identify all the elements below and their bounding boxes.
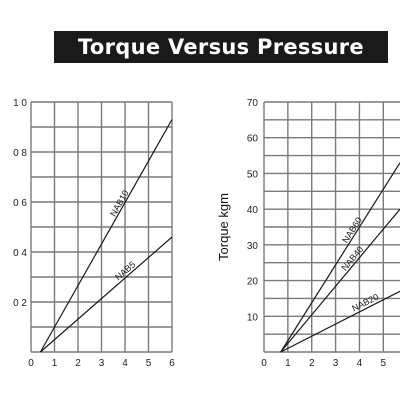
x-tick-label: 0 [28,358,34,369]
y-tick-label: 0 4 [13,248,27,259]
series-line-nab60 [280,162,400,353]
y-tick-label: 50 [247,169,259,180]
chart-title: Torque Versus Pressure [54,31,388,63]
x-tick-label: 0 [261,358,267,369]
series-label-nab20: NAB20 [350,292,380,314]
x-tick-label: 2 [75,358,81,369]
y-tick-label: 0 8 [13,148,27,159]
y-axis-title: Torque kgm [216,193,231,261]
x-tick-label: 4 [357,358,363,369]
y-tick-label: 10 [247,312,259,323]
y-tick-label: 40 [247,205,259,216]
series-line-nab10 [39,119,173,353]
y-tick-label: 70 [247,98,259,109]
x-tick-label: 5 [381,358,387,369]
series-line-nab40 [280,208,400,353]
x-tick-label: 3 [333,358,339,369]
x-tick-label: 1 [285,358,291,369]
series-line-nab5 [40,236,173,353]
series-label-nab40: NAB40 [339,244,365,272]
y-tick-label: 60 [247,134,259,145]
y-tick-label: 30 [247,241,259,252]
x-tick-label: 4 [122,358,128,369]
series-label-nab60: NAB60 [340,215,364,244]
y-tick-label: 0 6 [13,198,27,209]
series-line-nab20 [280,290,400,353]
y-tick-label: 0 2 [13,298,27,309]
y-tick-label: 1 0 [13,98,27,109]
x-tick-label: 2 [309,358,315,369]
x-tick-label: 3 [99,358,105,369]
x-tick-label: 5 [146,358,152,369]
x-tick-label: 6 [169,358,175,369]
x-tick-label: 1 [52,358,58,369]
y-tick-label: 20 [247,277,259,288]
